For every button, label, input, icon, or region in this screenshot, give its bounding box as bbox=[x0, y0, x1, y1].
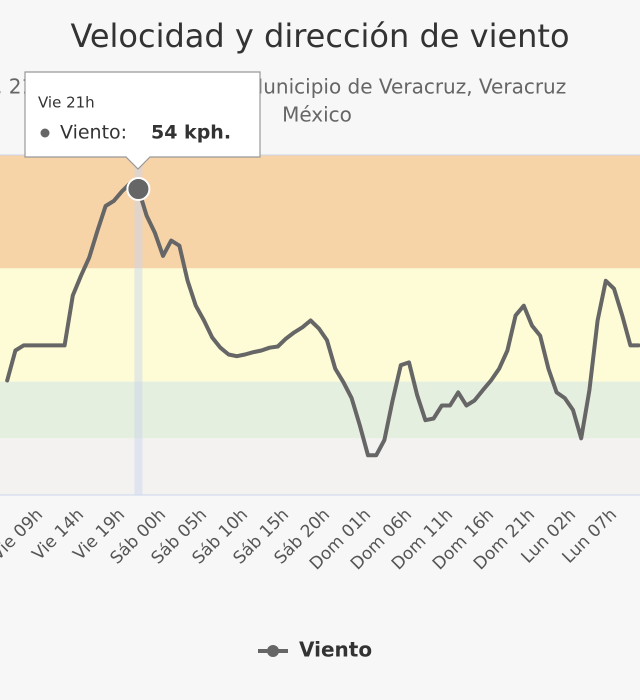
tooltip-label: Viento: bbox=[60, 122, 127, 144]
chart-subtitle: México bbox=[282, 103, 352, 127]
plot-band bbox=[0, 268, 640, 382]
legend-marker bbox=[267, 645, 279, 657]
legend[interactable]: Viento bbox=[258, 638, 372, 662]
tooltip-header: Vie 21h bbox=[38, 94, 95, 112]
hover-marker bbox=[126, 177, 151, 201]
tooltip-box bbox=[24, 71, 261, 170]
tooltip: Vie 21h Viento: 54 kph. bbox=[24, 71, 261, 170]
data-line bbox=[5, 181, 640, 458]
legend-label[interactable]: Viento bbox=[299, 638, 372, 662]
plot-band bbox=[0, 155, 640, 269]
plot-band bbox=[0, 381, 640, 439]
plot-area bbox=[0, 154, 640, 496]
tooltip-value: 54 kph. bbox=[151, 122, 231, 144]
chart-title: Velocidad y dirección de viento bbox=[70, 17, 569, 55]
tooltip-dot bbox=[40, 128, 50, 138]
plot-band bbox=[0, 438, 640, 495]
